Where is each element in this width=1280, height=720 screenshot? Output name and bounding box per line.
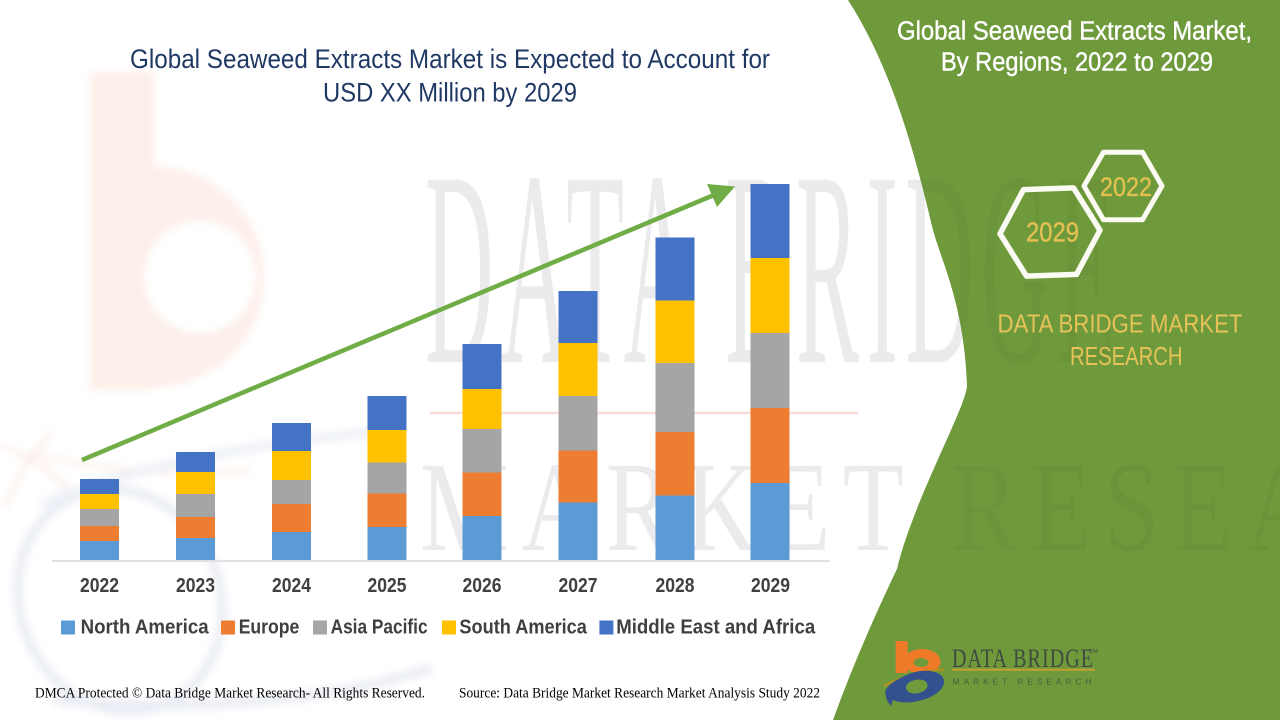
svg-text:DMCA Protected © Data Bridge M: DMCA Protected © Data Bridge Market Rese… bbox=[35, 686, 425, 702]
svg-text:TM: TM bbox=[1089, 649, 1099, 655]
svg-text:Global Seaweed Extracts Market: Global Seaweed Extracts Market, bbox=[897, 18, 1252, 46]
svg-text:Asia Pacific: Asia Pacific bbox=[331, 617, 428, 639]
svg-text:2029: 2029 bbox=[1026, 217, 1079, 248]
svg-text:Europe: Europe bbox=[239, 617, 300, 639]
svg-text:2025: 2025 bbox=[368, 575, 407, 597]
svg-text:South America: South America bbox=[459, 617, 587, 639]
svg-text:By Regions, 2022 to 2029: By Regions, 2022 to 2029 bbox=[941, 49, 1213, 77]
svg-text:2024: 2024 bbox=[272, 575, 312, 597]
svg-text:Global Seaweed Extracts Market: Global Seaweed Extracts Market is Expect… bbox=[130, 44, 770, 74]
svg-text:USD XX Million by 2029: USD XX Million by 2029 bbox=[323, 78, 577, 108]
svg-text:Middle East and Africa: Middle East and Africa bbox=[616, 617, 816, 639]
svg-text:2022: 2022 bbox=[1100, 172, 1152, 202]
svg-text:2022: 2022 bbox=[80, 575, 119, 597]
svg-text:2029: 2029 bbox=[751, 575, 790, 597]
svg-text:DATA BRIDGE MARKET: DATA BRIDGE MARKET bbox=[998, 309, 1243, 339]
svg-text:MARKET RESEARCH: MARKET RESEARCH bbox=[953, 677, 1092, 687]
svg-text:RESEARCH: RESEARCH bbox=[1070, 341, 1183, 371]
svg-text:North America: North America bbox=[81, 617, 210, 639]
svg-text:2028: 2028 bbox=[656, 575, 695, 597]
svg-text:2026: 2026 bbox=[463, 575, 502, 597]
svg-text:2023: 2023 bbox=[176, 575, 215, 597]
svg-text:2027: 2027 bbox=[559, 575, 598, 597]
svg-text:Source: Data Bridge Market Res: Source: Data Bridge Market Research Mark… bbox=[459, 686, 820, 702]
